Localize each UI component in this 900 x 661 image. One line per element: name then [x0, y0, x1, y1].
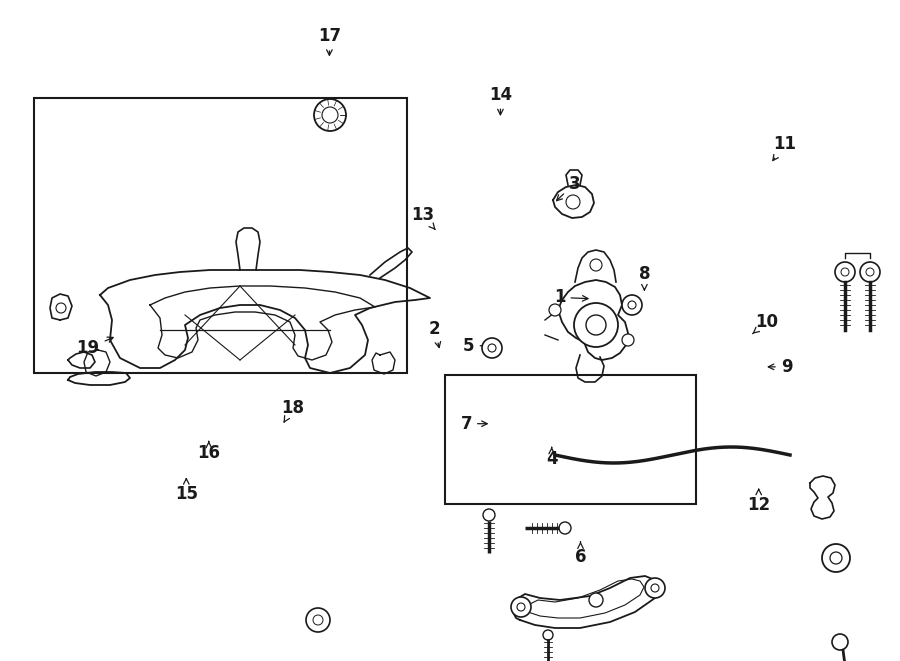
Circle shape [313, 615, 323, 625]
Text: 9: 9 [769, 358, 792, 376]
Circle shape [559, 522, 571, 534]
Circle shape [841, 268, 849, 276]
Text: 13: 13 [411, 206, 435, 229]
Text: 7: 7 [461, 414, 487, 433]
Text: 16: 16 [197, 442, 220, 463]
Text: 4: 4 [546, 447, 557, 469]
Circle shape [543, 630, 553, 640]
Circle shape [589, 593, 603, 607]
Circle shape [830, 552, 842, 564]
Circle shape [832, 634, 848, 650]
Bar [445, 375, 696, 504]
Text: 11: 11 [773, 135, 796, 161]
Text: 15: 15 [175, 479, 198, 504]
Text: 17: 17 [318, 27, 341, 56]
Text: 2: 2 [429, 319, 441, 348]
Text: 6: 6 [575, 542, 586, 566]
Circle shape [590, 259, 602, 271]
Circle shape [860, 262, 880, 282]
Circle shape [622, 295, 642, 315]
Text: 1: 1 [554, 288, 588, 307]
Circle shape [622, 334, 634, 346]
Circle shape [651, 584, 659, 592]
Circle shape [482, 338, 502, 358]
Circle shape [511, 597, 531, 617]
Circle shape [645, 578, 665, 598]
Text: 14: 14 [489, 85, 512, 115]
Circle shape [628, 301, 636, 309]
Text: 5: 5 [464, 336, 490, 355]
Bar [34, 98, 407, 373]
Text: 12: 12 [747, 489, 770, 514]
Text: 3: 3 [556, 175, 580, 201]
Text: 19: 19 [76, 337, 113, 358]
Circle shape [488, 344, 496, 352]
Circle shape [549, 304, 561, 316]
Text: 8: 8 [639, 265, 650, 290]
Circle shape [586, 315, 606, 335]
Circle shape [314, 99, 346, 131]
Text: 10: 10 [752, 313, 778, 334]
Circle shape [483, 509, 495, 521]
Text: 18: 18 [281, 399, 304, 422]
Circle shape [866, 268, 874, 276]
Circle shape [306, 608, 330, 632]
Circle shape [322, 107, 338, 123]
Circle shape [56, 303, 66, 313]
Circle shape [835, 262, 855, 282]
Circle shape [517, 603, 525, 611]
Circle shape [566, 195, 580, 209]
Circle shape [574, 303, 618, 347]
Circle shape [822, 544, 850, 572]
